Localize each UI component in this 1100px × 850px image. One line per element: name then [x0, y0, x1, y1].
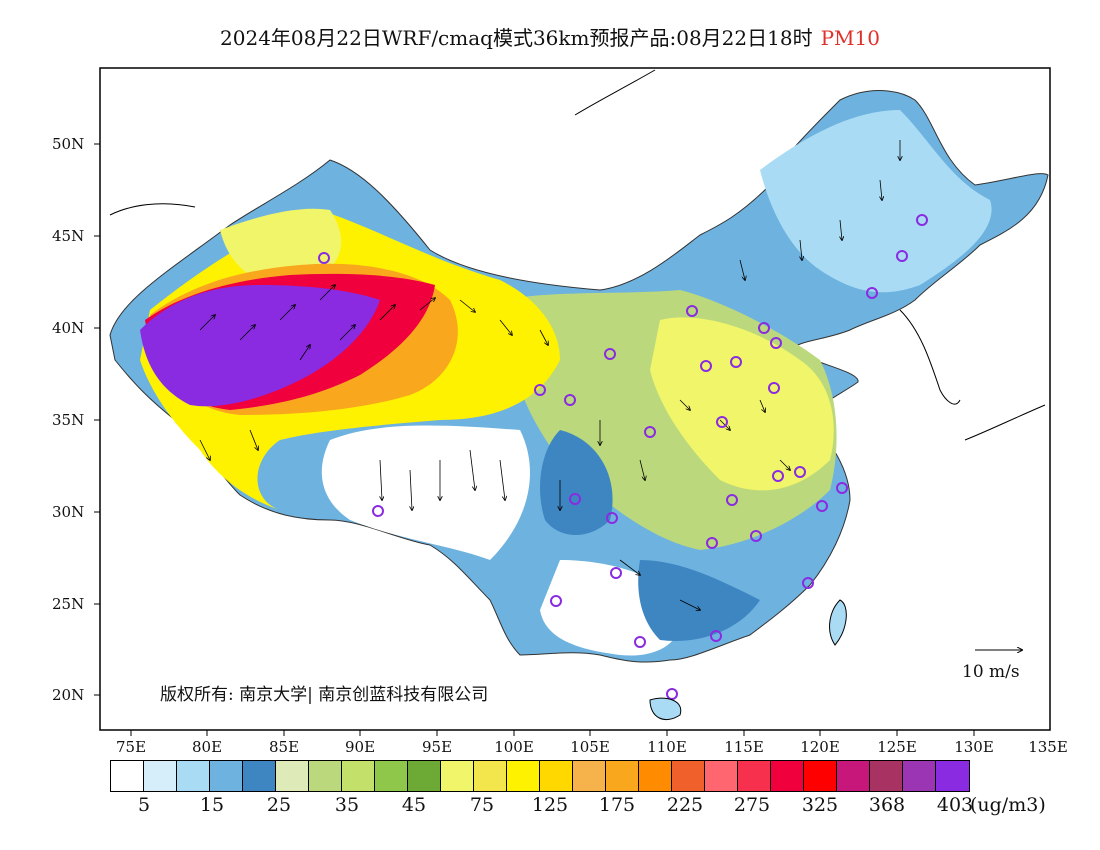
lon-label: 135E [1028, 738, 1068, 756]
lon-label: 115E [724, 738, 764, 756]
colorbar-label: 368 [868, 794, 906, 816]
colorbar-swatch [804, 761, 837, 791]
colorbar-swatch [441, 761, 474, 791]
colorbar-swatch [210, 761, 243, 791]
colorbar-swatch [639, 761, 672, 791]
map-title: 2024年08月22日WRF/cmaq模式36km预报产品:08月22日18时 P… [0, 22, 1100, 51]
lat-label: 40N [52, 319, 85, 337]
colorbar-label: 25 [266, 794, 292, 816]
north-china-yellow [650, 317, 834, 491]
colorbar-swatch [375, 761, 408, 791]
colorbar-label: 275 [733, 794, 771, 816]
lat-label: 50N [52, 135, 85, 153]
lat-label: 25N [52, 595, 85, 613]
sakhalin-coast [574, 69, 656, 116]
map-frame [99, 67, 1051, 731]
colorbar-swatch [408, 761, 441, 791]
colorbar-swatch [573, 761, 606, 791]
colorbar-swatch [870, 761, 903, 791]
lat-label: 35N [52, 411, 85, 429]
lon-label: 95E [421, 738, 453, 756]
colorbar-label: 403 [936, 794, 974, 816]
colorbar-label: 175 [598, 794, 636, 816]
lon-label: 105E [570, 738, 610, 756]
colorbar-swatch [606, 761, 639, 791]
axis-ticks [94, 143, 975, 736]
colorbar-label: 35 [334, 794, 360, 816]
lon-label: 120E [800, 738, 840, 756]
colorbar-label: 5 [137, 794, 151, 816]
northeast-light [760, 110, 992, 293]
colorbar-label: 75 [469, 794, 495, 816]
colorbar-label: 225 [666, 794, 704, 816]
hainan-island [649, 697, 682, 720]
colorbar-swatch [177, 761, 210, 791]
colorbar-swatch [111, 761, 144, 791]
colorbar-label: 45 [401, 794, 427, 816]
copyright-text: 版权所有: 南京大学| 南京创蓝科技有限公司 [160, 685, 489, 705]
wind-vectors [199, 140, 900, 610]
colorbar-swatch [672, 761, 705, 791]
lon-label: 100E [494, 738, 534, 756]
korea-coast [899, 309, 961, 405]
colorbar-swatch [771, 761, 804, 791]
caspian-coast [109, 203, 196, 216]
lat-label: 30N [52, 503, 85, 521]
wind-reference-label: 10 m/s [962, 662, 1020, 682]
northwest-purple [140, 285, 380, 407]
colorbar-swatch [243, 761, 276, 791]
lon-label: 130E [954, 738, 994, 756]
colorbar-swatch [276, 761, 309, 791]
colorbar-label: 125 [531, 794, 569, 816]
city-markers [318, 214, 928, 700]
lon-label: 125E [877, 738, 917, 756]
lon-label: 90E [344, 738, 376, 756]
colorbar [110, 760, 970, 792]
lon-label: 75E [115, 738, 147, 756]
japan-coast [964, 404, 1046, 441]
colorbar-swatch [474, 761, 507, 791]
colorbar-label: 325 [801, 794, 839, 816]
colorbar-swatch [705, 761, 738, 791]
colorbar-swatch [342, 761, 375, 791]
colorbar-swatch [144, 761, 177, 791]
tibet-low [321, 425, 530, 560]
colorbar-swatch [903, 761, 936, 791]
south-blue [638, 560, 760, 641]
colorbar-unit: (ug/m3) [970, 794, 1046, 816]
colorbar-label: 15 [199, 794, 225, 816]
colorbar-swatch [540, 761, 573, 791]
colorbar-swatch [936, 761, 969, 791]
colorbar-swatch [309, 761, 342, 791]
colorbar-swatch [837, 761, 870, 791]
pollutant-variable: PM10 [820, 26, 880, 50]
title-text: 2024年08月22日WRF/cmaq模式36km预报产品:08月22日18时 [220, 26, 813, 50]
lat-label: 45N [52, 227, 85, 245]
taiwan-island [829, 599, 847, 646]
colorbar-swatch [738, 761, 771, 791]
lat-label: 20N [52, 686, 85, 704]
colorbar-swatch [507, 761, 540, 791]
lon-label: 110E [647, 738, 687, 756]
lon-label: 85E [268, 738, 300, 756]
lon-label: 80E [191, 738, 223, 756]
